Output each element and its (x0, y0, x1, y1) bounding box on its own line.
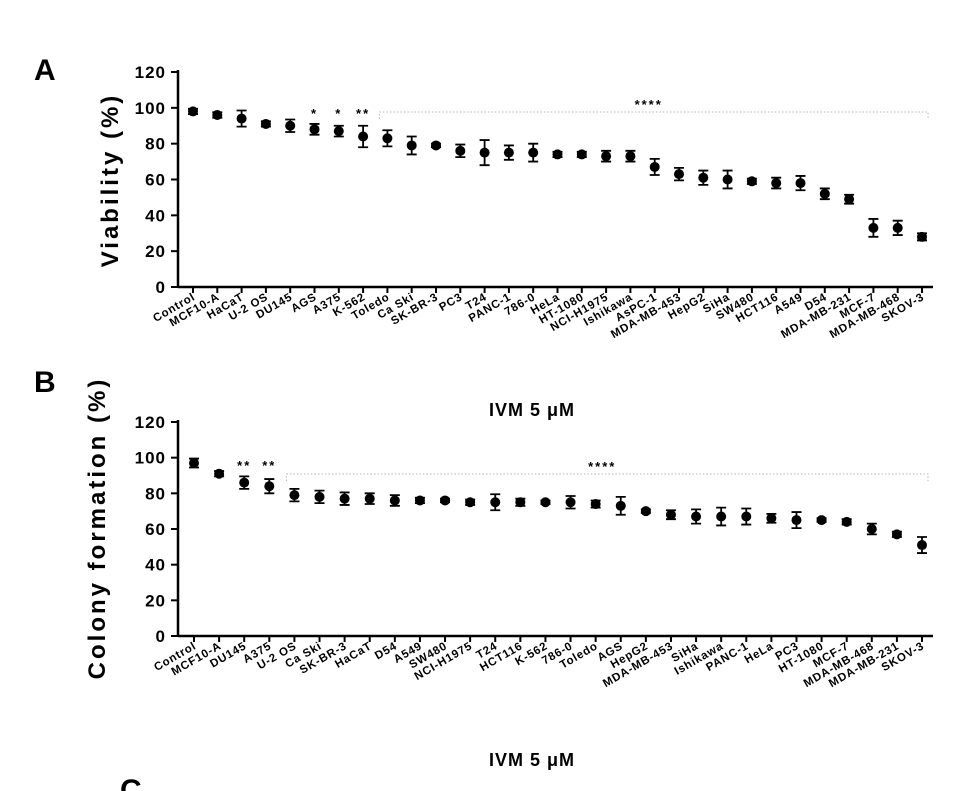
data-point (766, 513, 777, 524)
data-point (615, 500, 626, 511)
data-point (771, 178, 782, 189)
y-axis-title: Colony formation (%) (84, 377, 111, 680)
y-tick-label: 0 (156, 278, 166, 297)
y-tick-label: 100 (135, 449, 166, 468)
significance-mark: * (335, 106, 342, 121)
data-point (791, 515, 802, 526)
data-point (382, 133, 393, 144)
data-point (716, 511, 727, 522)
data-point (691, 511, 702, 522)
data-point (188, 106, 198, 117)
data-point (746, 176, 757, 187)
significance-mark: **** (635, 97, 663, 112)
significance-mark: ** (262, 458, 276, 473)
panel-b-letter: B (34, 366, 56, 399)
data-point (260, 118, 271, 129)
data-point (640, 506, 651, 517)
data-point (212, 110, 223, 120)
data-point (674, 169, 684, 180)
panel-c-letter: C (120, 774, 142, 791)
y-tick-label: 80 (145, 135, 166, 154)
data-point (917, 231, 927, 242)
data-point (722, 174, 733, 185)
data-point (590, 499, 601, 510)
significance-mark: ** (237, 458, 251, 473)
data-point (625, 151, 636, 162)
y-tick-label: 100 (135, 99, 166, 118)
y-tick-label: 120 (135, 63, 166, 82)
data-point (665, 509, 676, 520)
data-point (540, 497, 551, 508)
data-point (601, 151, 612, 162)
data-point (528, 147, 539, 158)
data-point (819, 188, 830, 199)
data-point (841, 516, 852, 527)
significance-mark: * (311, 106, 318, 121)
data-point (239, 477, 250, 488)
data-point (698, 172, 709, 183)
y-tick-label: 0 (156, 627, 166, 646)
data-point (285, 120, 296, 131)
data-point (389, 495, 400, 506)
data-point (576, 149, 587, 160)
y-tick-label: 40 (145, 556, 166, 575)
y-axis-title: Viability (%) (97, 93, 124, 268)
y-tick-label: 20 (145, 591, 166, 610)
data-point (414, 495, 425, 506)
significance-mark: ** (356, 106, 370, 121)
significance-bracket (285, 473, 929, 481)
data-point (339, 493, 350, 504)
data-point (214, 468, 225, 479)
data-point (515, 497, 526, 508)
data-point (844, 194, 855, 205)
y-tick-label: 60 (145, 520, 166, 539)
y-tick-label: 80 (145, 484, 166, 503)
data-point (503, 147, 514, 158)
data-point (333, 126, 344, 137)
x-axis-title: IVM 5 μM (489, 750, 575, 770)
data-point (455, 145, 466, 156)
data-point (431, 140, 441, 151)
data-point (490, 497, 501, 508)
data-point (868, 222, 879, 233)
data-point (236, 113, 247, 124)
data-point (264, 481, 275, 492)
significance-mark: **** (588, 459, 616, 474)
data-point (892, 222, 903, 233)
panel-a-letter: A (34, 54, 56, 87)
panel-b-chart: 020406080100120ControlMCF10-ADU145A375U-… (84, 377, 933, 770)
data-point (649, 161, 660, 172)
data-point (741, 511, 752, 522)
data-point (479, 147, 490, 158)
data-point (866, 524, 877, 534)
y-tick-label: 120 (135, 413, 166, 432)
data-point (891, 529, 902, 540)
data-point (465, 497, 476, 508)
data-point (289, 490, 300, 501)
data-point (309, 124, 320, 135)
data-point (358, 131, 369, 142)
x-tick-label: PC3 (437, 291, 464, 314)
data-point (917, 540, 927, 551)
y-tick-label: 20 (145, 242, 166, 261)
data-point (816, 515, 827, 526)
significance-bracket (378, 111, 929, 119)
data-point (795, 178, 806, 189)
x-tick-label: A549 (772, 291, 805, 317)
data-point (406, 140, 417, 151)
data-point (565, 497, 576, 508)
data-point (364, 493, 375, 504)
x-tick-label: HeLa (743, 640, 776, 666)
data-point (189, 458, 199, 469)
y-tick-label: 40 (145, 206, 166, 225)
data-point (314, 491, 325, 502)
y-tick-label: 60 (145, 171, 166, 190)
x-axis-title: IVM 5 μM (489, 400, 575, 420)
data-point (440, 495, 451, 506)
data-point (552, 149, 563, 160)
